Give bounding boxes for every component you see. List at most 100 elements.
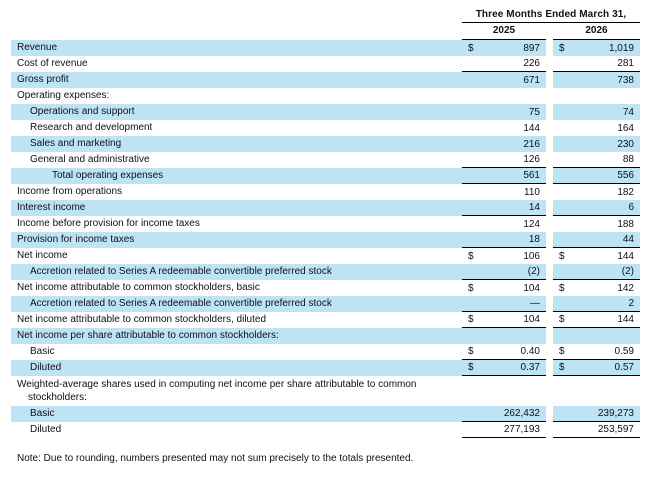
column-gap	[546, 312, 553, 328]
value-number-2025: 104	[523, 314, 540, 325]
value-cell-2025	[462, 328, 546, 344]
table-row: Accretion related to Series A redeemable…	[11, 296, 640, 312]
column-gap	[546, 56, 553, 72]
value-number-2025: 124	[523, 218, 540, 230]
currency-symbol: $	[468, 362, 474, 373]
currency-symbol: $	[468, 250, 474, 262]
col-header-2026: 2026	[553, 23, 640, 40]
value-cell-2026: $ 144	[553, 248, 640, 264]
value-cell-2026: 44	[553, 232, 640, 248]
currency-symbol: $	[559, 282, 565, 294]
table-row: Sales and marketing 216 230	[11, 136, 640, 152]
row-label: Basic	[30, 346, 55, 357]
row-label: General and administrative	[30, 154, 150, 165]
financial-table: Three Months Ended March 31, 2025 2026 R…	[11, 7, 640, 438]
column-gap	[546, 422, 553, 438]
value-cell-2026: 239,273	[553, 406, 640, 422]
value-number-2026: 182	[617, 186, 634, 198]
value-cell-2025: —	[462, 296, 546, 312]
value-number-2026: 230	[617, 138, 634, 150]
value-cell-2026: 6	[553, 200, 640, 216]
table-row: General and administrative 126 88	[11, 152, 640, 168]
value-cell-2026: 164	[553, 120, 640, 136]
value-cell-2025: 126	[462, 152, 546, 168]
header-spacer	[11, 23, 462, 40]
value-number-2025: 75	[528, 106, 540, 118]
value-cell-2025	[462, 88, 546, 104]
period-header: Three Months Ended March 31,	[462, 7, 640, 23]
table-row: Net income $ 106 $ 144	[11, 248, 640, 264]
value-number-2025: 14	[528, 202, 540, 213]
currency-symbol: $	[559, 346, 565, 357]
value-cell-2026: 556	[553, 168, 640, 184]
row-label: Diluted	[11, 360, 462, 376]
value-number-2025: 106	[523, 250, 540, 262]
column-gap	[546, 280, 553, 296]
value-number-2025: 897	[523, 42, 540, 54]
value-cell-2025: $ 897	[462, 40, 546, 56]
table-row: Net income per share attributable to com…	[11, 328, 640, 344]
value-number-2026: 281	[617, 58, 634, 69]
row-label: Sales and marketing	[11, 136, 462, 152]
table-row: Basic 262,432 239,273	[11, 406, 640, 422]
table-row: Accretion related to Series A redeemable…	[11, 264, 640, 280]
value-number-2025: 126	[523, 154, 540, 165]
row-label: Operations and support	[11, 104, 462, 120]
column-gap	[546, 376, 553, 406]
value-number-2026: 556	[617, 170, 634, 181]
value-number-2026: 88	[622, 154, 634, 165]
row-label: Basic	[11, 406, 462, 422]
value-cell-2025: 216	[462, 136, 546, 152]
column-gap	[546, 406, 553, 422]
column-gap	[546, 104, 553, 120]
value-cell-2025: 110	[462, 184, 546, 200]
column-gap	[546, 248, 553, 264]
column-gap	[546, 296, 553, 312]
currency-symbol: $	[468, 282, 474, 294]
row-label: Accretion related to Series A redeemable…	[11, 296, 462, 312]
value-number-2025: 144	[523, 122, 540, 134]
value-cell-2026: (2)	[553, 264, 640, 280]
value-number-2025: —	[530, 298, 540, 309]
currency-symbol: $	[468, 346, 474, 357]
row-label: Net income attributable to common stockh…	[17, 314, 267, 325]
value-cell-2026	[553, 376, 640, 406]
row-label: Gross profit	[11, 72, 462, 88]
row-label: Operating expenses:	[17, 90, 110, 101]
value-cell-2025: 144	[462, 120, 546, 136]
row-label: Diluted	[30, 424, 62, 435]
table-row: Net income attributable to common stockh…	[11, 280, 640, 296]
column-gap	[546, 152, 553, 168]
value-cell-2026: 188	[553, 216, 640, 232]
column-gap	[546, 328, 553, 344]
value-number-2026: 0.57	[614, 362, 634, 373]
column-gap	[546, 72, 553, 88]
value-number-2026: 1,019	[608, 42, 634, 54]
currency-symbol: $	[468, 314, 474, 325]
currency-symbol: $	[559, 314, 565, 325]
table-row: Operations and support 75 74	[11, 104, 640, 120]
value-number-2025: 226	[523, 58, 540, 69]
table-header: Three Months Ended March 31, 2025 2026	[11, 7, 640, 40]
currency-symbol: $	[559, 362, 565, 373]
value-cell-2026: $ 1,019	[553, 40, 640, 56]
value-cell-2025: $ 104	[462, 280, 546, 296]
table-row: Interest income 14 6	[11, 200, 640, 216]
row-label: Revenue	[11, 40, 462, 56]
row-label: Income before provision for income taxes	[17, 218, 200, 229]
column-gap	[546, 184, 553, 200]
value-number-2026: 188	[617, 218, 634, 230]
value-cell-2025: 671	[462, 72, 546, 88]
column-gap	[546, 232, 553, 248]
column-gap	[546, 344, 553, 360]
table-row: Gross profit 671 738	[11, 72, 640, 88]
row-label: Net income per share attributable to com…	[11, 328, 462, 344]
table-body: Revenue $ 897 $ 1,019 Cost of revenue 22…	[11, 40, 640, 438]
table-row: Research and development 144 164	[11, 120, 640, 136]
row-label: Provision for income taxes	[11, 232, 462, 248]
value-cell-2025: $ 0.40	[462, 344, 546, 360]
column-gap	[546, 120, 553, 136]
column-gap	[546, 360, 553, 376]
value-cell-2026: 74	[553, 104, 640, 120]
